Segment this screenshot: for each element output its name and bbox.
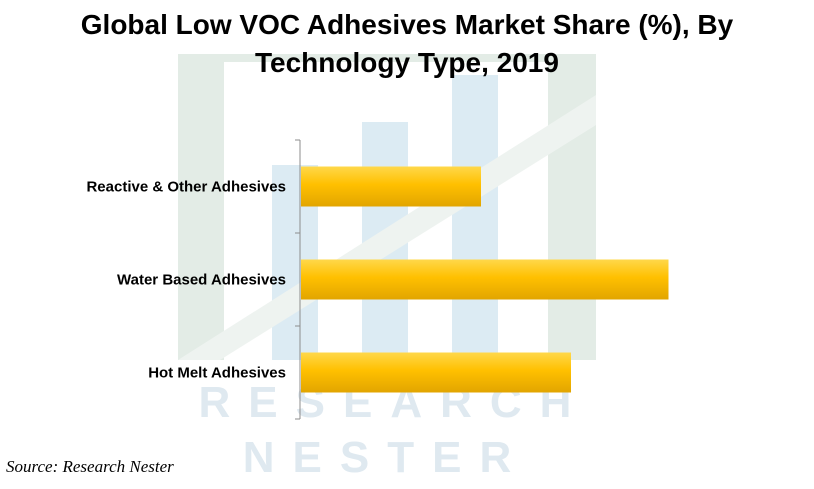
bars [301, 166, 669, 393]
category-label: Reactive & Other Adhesives [86, 179, 286, 196]
category-labels: Reactive & Other Adhesives Water Based Ad… [86, 179, 286, 382]
watermark-line2: NESTER [243, 433, 529, 482]
bar [301, 259, 669, 300]
category-label: Hot Melt Adhesives [148, 365, 286, 382]
category-label: Water Based Adhesives [117, 272, 286, 289]
y-axis [295, 139, 301, 420]
source-note: Source: Research Nester [6, 457, 174, 476]
bar [301, 352, 571, 393]
chart-title: Global Low VOC Adhesives Market Share (%… [80, 9, 734, 78]
bar [301, 166, 481, 207]
